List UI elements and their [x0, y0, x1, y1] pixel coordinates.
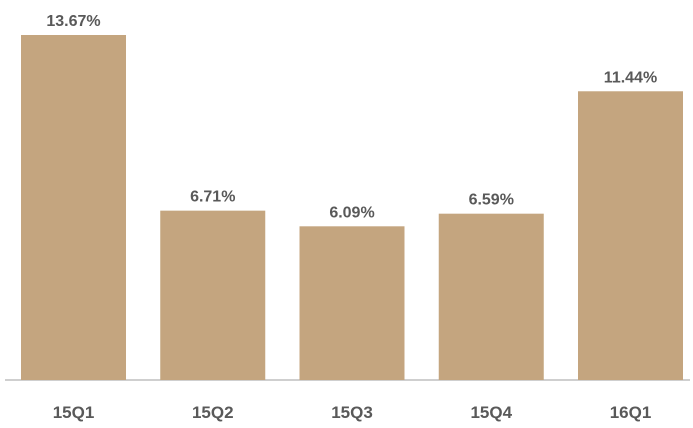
bar-15Q2 [160, 210, 266, 380]
bar-15Q1 [21, 35, 126, 380]
x-tick-label-15Q2: 15Q2 [192, 403, 234, 422]
bar-16Q1 [578, 91, 683, 380]
x-tick-label-16Q1: 16Q1 [610, 403, 652, 422]
bar-15Q4 [438, 213, 544, 380]
data-label-15Q3: 6.09% [329, 204, 374, 221]
bar-15Q3 [299, 226, 405, 380]
data-label-16Q1: 11.44% [604, 69, 657, 86]
x-tick-label-15Q4: 15Q4 [470, 403, 512, 422]
data-label-15Q2: 6.71% [190, 189, 235, 206]
x-tick-label-15Q3: 15Q3 [331, 403, 373, 422]
data-label-15Q4: 6.59% [469, 192, 514, 209]
data-label-15Q1: 13.67% [46, 13, 100, 30]
x-tick-label-15Q1: 15Q1 [53, 403, 95, 422]
